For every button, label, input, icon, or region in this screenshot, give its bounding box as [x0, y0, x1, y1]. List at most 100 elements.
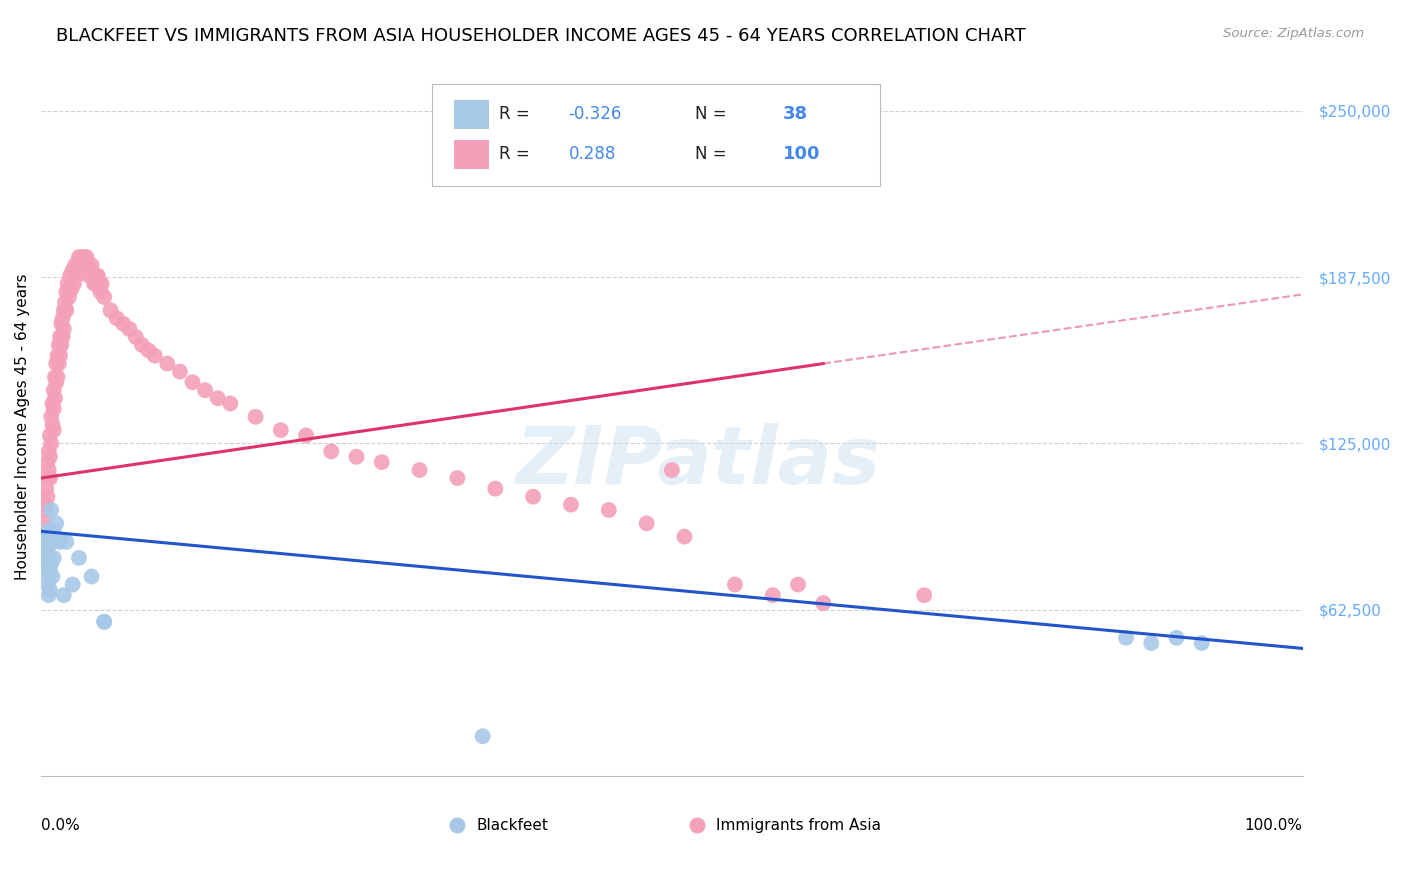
Point — [41, 396, 63, 410]
Point — [762, 588, 785, 602]
Point — [522, 490, 544, 504]
Point — [42, 383, 65, 397]
Text: BLACKFEET VS IMMIGRANTS FROM ASIA HOUSEHOLDER INCOME AGES 45 - 64 YEARS CORRELAT: BLACKFEET VS IMMIGRANTS FROM ASIA HOUSEH… — [56, 27, 1026, 45]
Text: Source: ZipAtlas.com: Source: ZipAtlas.com — [1223, 27, 1364, 40]
Point — [39, 503, 62, 517]
Point — [37, 543, 59, 558]
Point — [131, 338, 153, 352]
Point — [63, 277, 86, 291]
Point — [598, 503, 620, 517]
Point — [49, 535, 72, 549]
Point — [46, 349, 69, 363]
Point — [39, 582, 62, 597]
Point — [270, 423, 292, 437]
Point — [35, 548, 58, 562]
Point — [45, 357, 67, 371]
Point — [38, 588, 60, 602]
Point — [39, 561, 62, 575]
Point — [80, 258, 103, 272]
Point — [38, 444, 60, 458]
Text: 38: 38 — [783, 105, 808, 123]
Point — [84, 268, 107, 283]
Text: R =: R = — [499, 105, 536, 123]
Point — [636, 516, 658, 531]
Point — [673, 530, 696, 544]
Point — [169, 365, 191, 379]
Point — [686, 769, 709, 783]
FancyBboxPatch shape — [432, 85, 880, 186]
Point — [321, 444, 343, 458]
Point — [89, 277, 111, 291]
Text: N =: N = — [695, 145, 731, 163]
Text: 100.0%: 100.0% — [1244, 818, 1302, 833]
Point — [63, 258, 86, 272]
Point — [34, 516, 56, 531]
Point — [41, 535, 63, 549]
Point — [38, 535, 60, 549]
Point — [87, 268, 110, 283]
Point — [35, 498, 58, 512]
Text: -0.326: -0.326 — [568, 105, 621, 123]
Point — [51, 338, 73, 352]
Text: Immigrants from Asia: Immigrants from Asia — [716, 818, 882, 832]
Point — [67, 250, 90, 264]
Point — [58, 290, 80, 304]
Point — [89, 285, 111, 299]
Point — [90, 277, 112, 291]
Point — [69, 263, 91, 277]
Point — [62, 577, 84, 591]
Point — [82, 268, 104, 283]
Point — [55, 285, 77, 299]
Point — [484, 482, 506, 496]
Point — [45, 516, 67, 531]
Point — [100, 303, 122, 318]
Point — [35, 482, 58, 496]
Point — [44, 370, 66, 384]
Point — [39, 530, 62, 544]
Point — [661, 463, 683, 477]
Point — [112, 317, 135, 331]
Point — [105, 311, 128, 326]
Point — [207, 391, 229, 405]
Point — [1140, 636, 1163, 650]
Point — [194, 383, 217, 397]
Point — [66, 258, 89, 272]
Point — [52, 588, 75, 602]
Point — [60, 282, 83, 296]
Y-axis label: Householder Income Ages 45 - 64 years: Householder Income Ages 45 - 64 years — [15, 274, 30, 580]
Point — [93, 615, 115, 629]
Point — [45, 376, 67, 390]
Point — [76, 250, 98, 264]
Point — [42, 423, 65, 437]
Point — [75, 258, 97, 272]
Point — [38, 550, 60, 565]
Point — [143, 349, 166, 363]
Point — [219, 396, 242, 410]
Point — [813, 596, 835, 610]
Bar — [454, 140, 489, 169]
Text: R =: R = — [499, 145, 536, 163]
Point — [67, 550, 90, 565]
Point — [77, 268, 100, 283]
Point — [41, 569, 63, 583]
Point — [80, 569, 103, 583]
Point — [42, 524, 65, 539]
Point — [39, 556, 62, 570]
Point — [34, 503, 56, 517]
Point — [138, 343, 160, 358]
Point — [70, 250, 93, 264]
Point — [62, 263, 84, 277]
Point — [35, 530, 58, 544]
Point — [48, 338, 70, 352]
Point — [34, 550, 56, 565]
Point — [37, 455, 59, 469]
Point — [83, 277, 105, 291]
Point — [1166, 631, 1188, 645]
Point — [49, 349, 72, 363]
Point — [49, 330, 72, 344]
Point — [37, 490, 59, 504]
Point — [72, 258, 94, 272]
Point — [73, 250, 96, 264]
Point — [34, 543, 56, 558]
Point — [37, 556, 59, 570]
